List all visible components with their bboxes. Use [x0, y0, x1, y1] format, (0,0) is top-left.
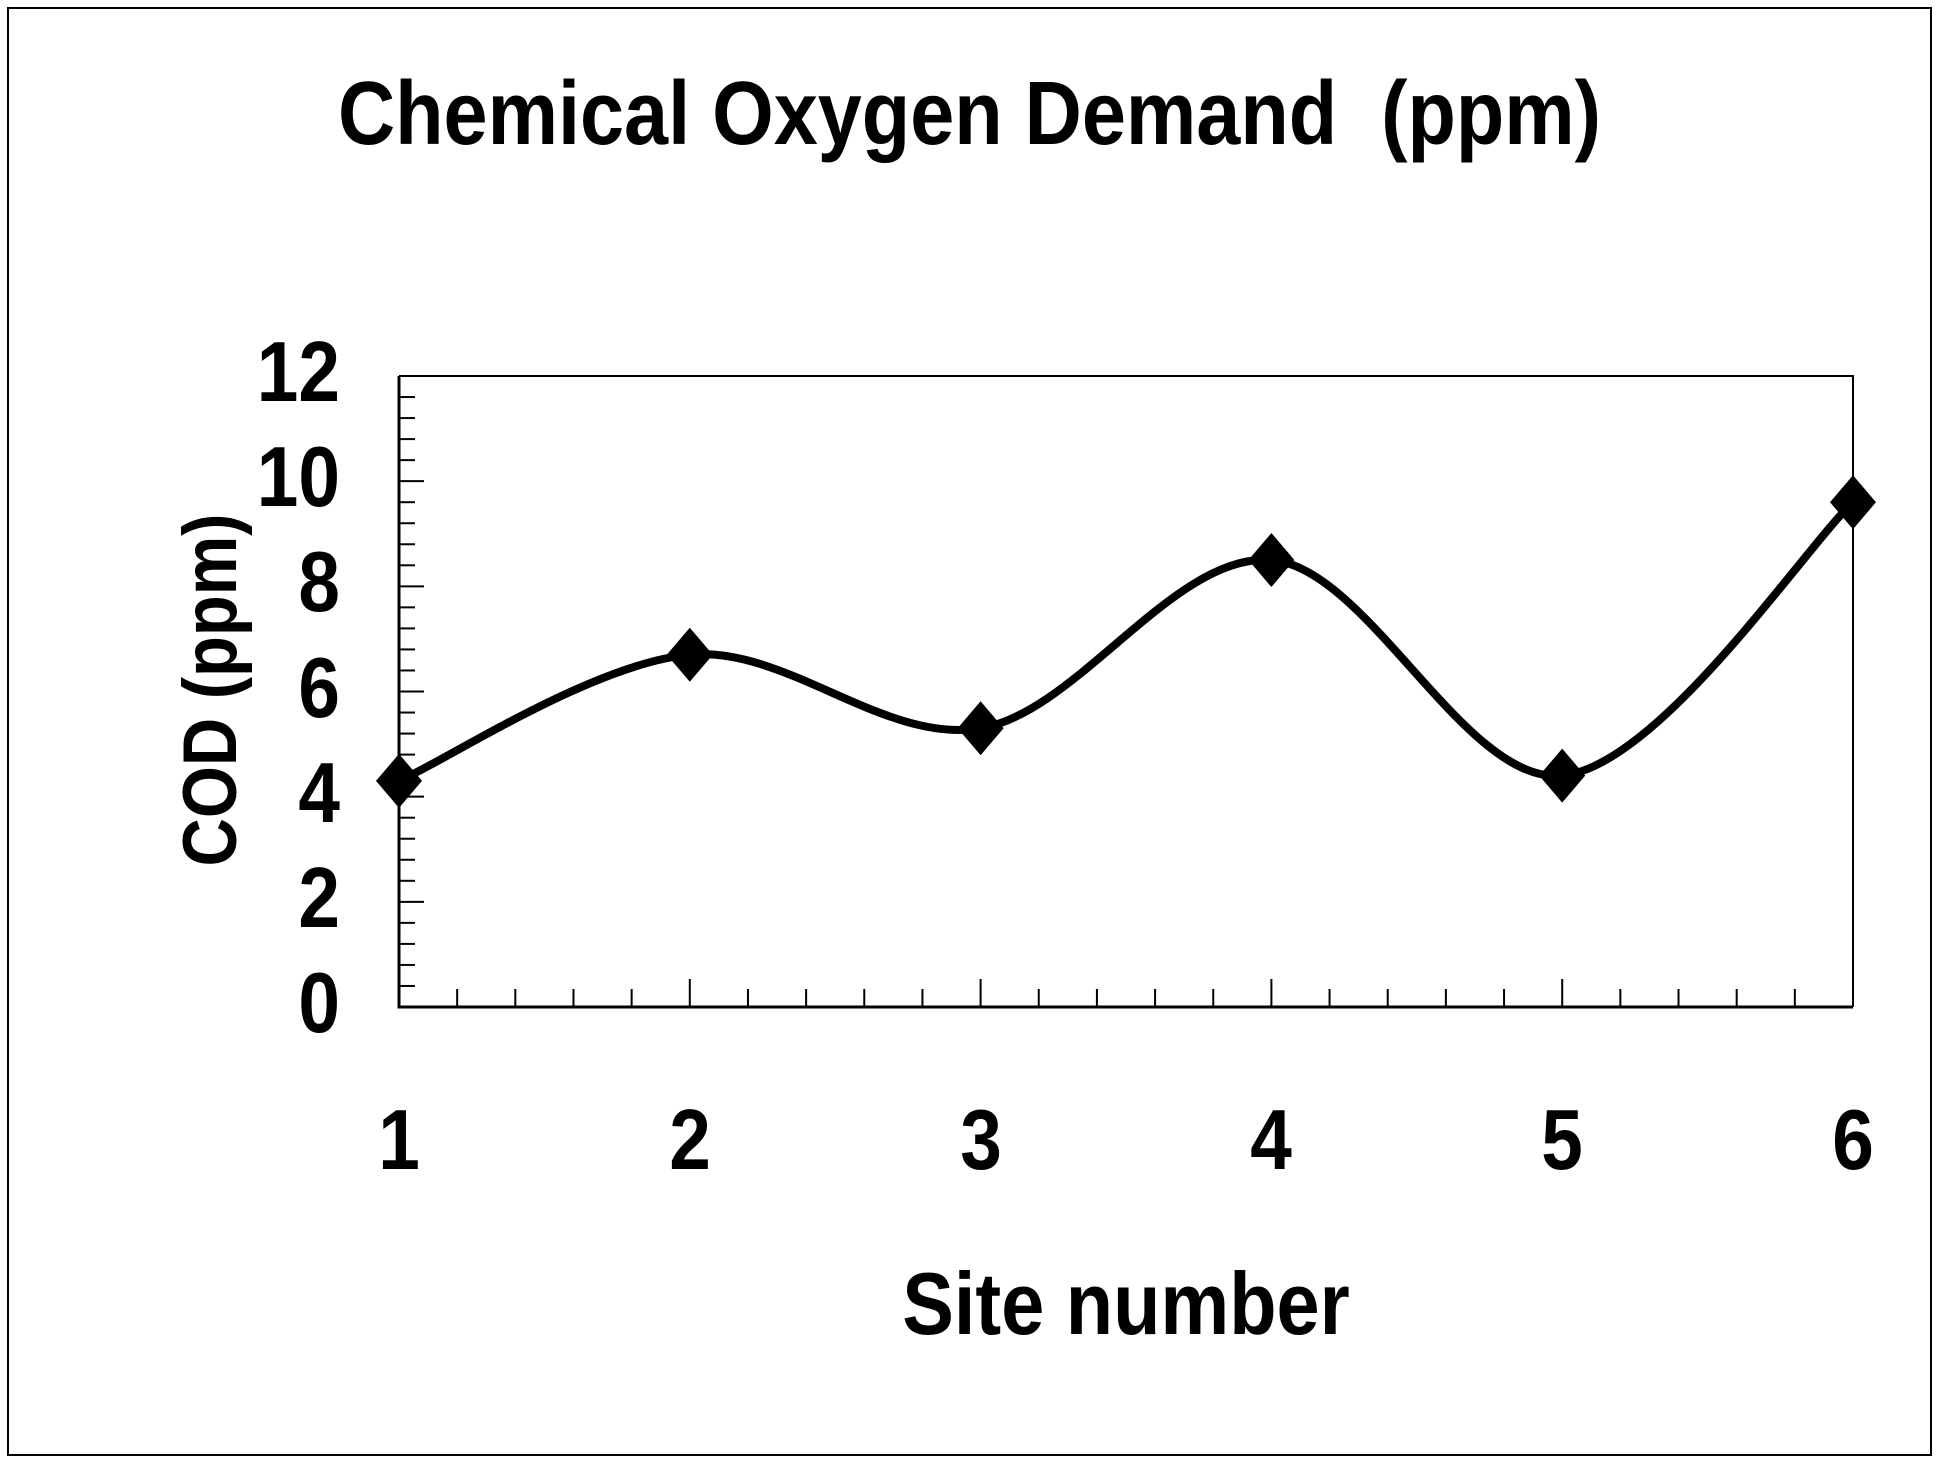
- y-tick-label: 10: [256, 430, 340, 526]
- x-tick-label: 6: [1832, 1093, 1874, 1188]
- data-point-marker: [1248, 533, 1295, 588]
- chart-title: Chemical Oxygen Demand (ppm): [337, 64, 1602, 164]
- y-tick-label: 4: [298, 745, 340, 841]
- x-tick-label: 5: [1541, 1093, 1583, 1188]
- outer-border: [7, 7, 1932, 1456]
- y-tick-label: 2: [298, 850, 340, 946]
- data-point-marker: [957, 701, 1004, 756]
- axis-lines: [397, 376, 1853, 1009]
- plot-border: [399, 375, 1854, 1007]
- y-tick-label: 12: [256, 325, 340, 420]
- data-point-marker: [376, 753, 422, 808]
- x-tick-label: 3: [959, 1093, 1002, 1188]
- y-tick-label: 0: [298, 956, 340, 1051]
- x-tick-label: 1: [378, 1093, 420, 1188]
- data-line: [395, 498, 1857, 785]
- data-point-marker: [1539, 748, 1586, 803]
- y-tick-label: 6: [298, 640, 340, 736]
- x-tick-label: 4: [1250, 1093, 1293, 1188]
- x-axis-title: Site number: [902, 1254, 1350, 1353]
- x-tick-label: 2: [668, 1093, 711, 1188]
- data-point-marker: [1830, 475, 1876, 530]
- y-tick-label: 8: [298, 535, 340, 631]
- data-point-marker: [666, 627, 713, 682]
